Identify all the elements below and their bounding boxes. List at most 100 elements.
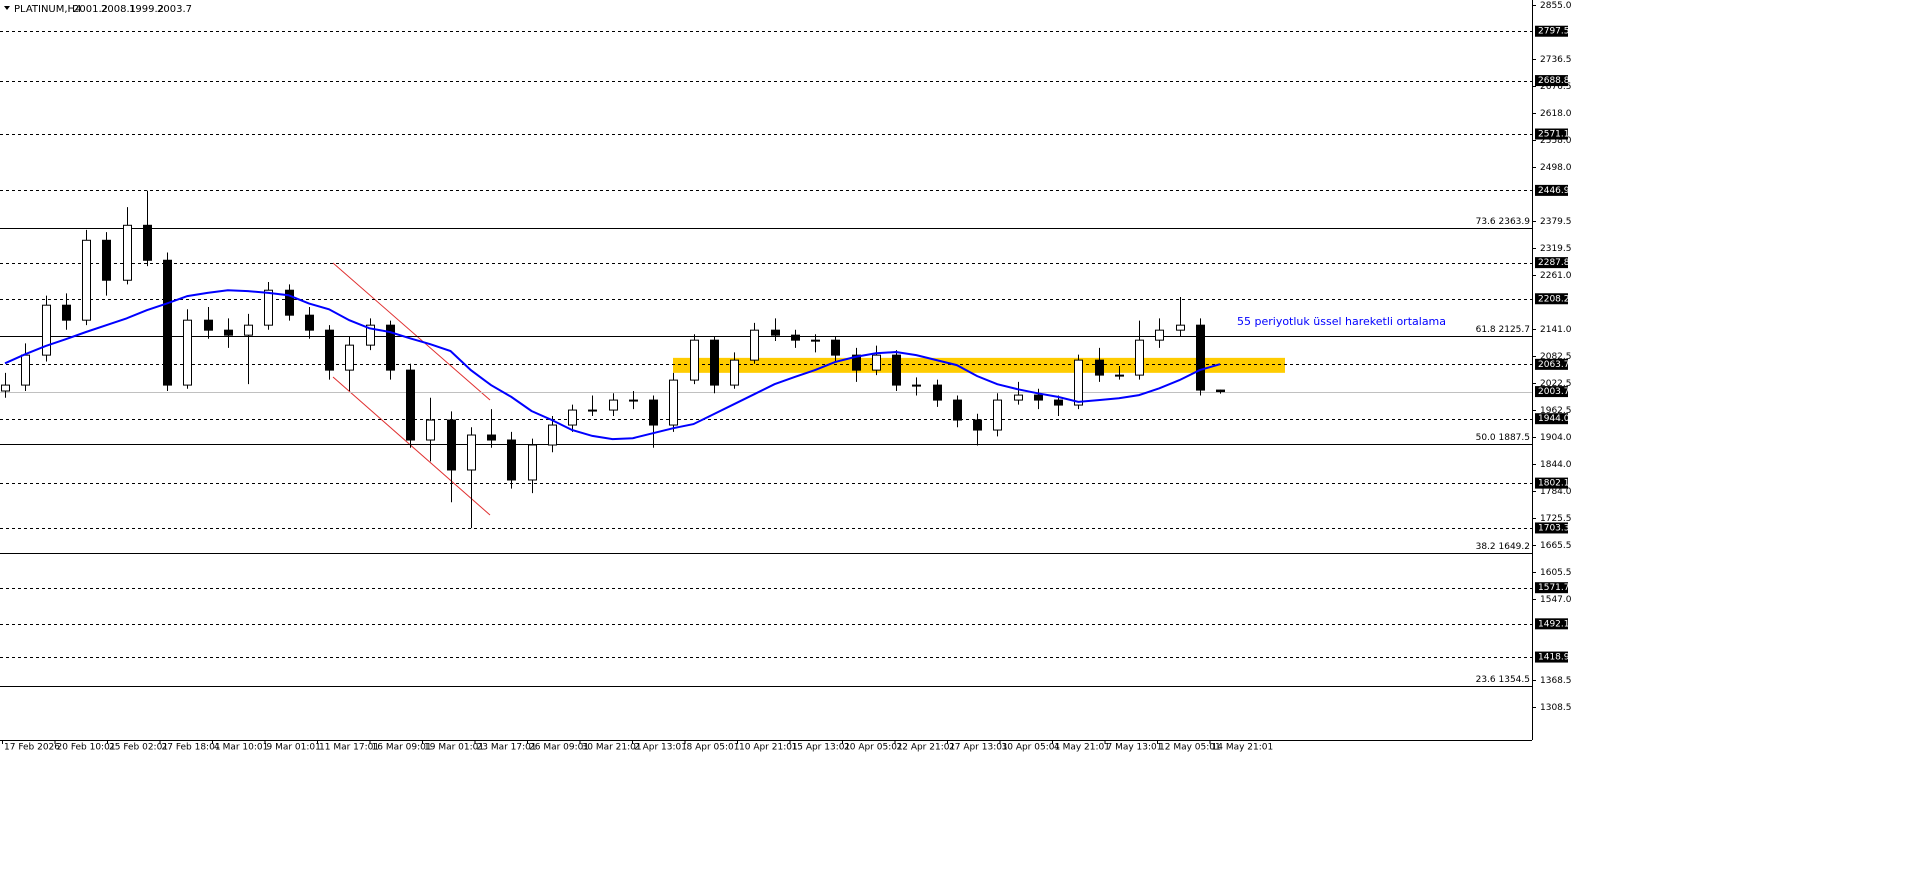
- level-label: 1703.3: [1538, 523, 1570, 533]
- candle-body: [62, 304, 71, 321]
- candle-body: [1095, 359, 1104, 376]
- level-box: [1535, 257, 1568, 269]
- level-label: 2688.8: [1538, 76, 1570, 86]
- candle-body: [629, 399, 638, 402]
- x-tick-label: 2 Apr 13:01: [634, 743, 687, 753]
- candle-body: [1115, 374, 1124, 377]
- x-tick-label: 20 Apr 05:01: [844, 743, 903, 753]
- x-tick-label: 27 Apr 13:01: [949, 743, 1008, 753]
- candle-body: [1216, 389, 1225, 393]
- x-tick-label: 12 May 05:01: [1159, 743, 1221, 753]
- level-label: 1492.1: [1538, 619, 1570, 629]
- candle-body: [1196, 324, 1205, 391]
- candle-body: [892, 354, 901, 386]
- x-tick-label: 17 Feb 2026: [4, 743, 60, 753]
- y-tick-label: 1547.0: [1540, 595, 1572, 605]
- x-tick-label: 30 Apr 05:01: [1002, 743, 1061, 753]
- y-tick-label: 2498.0: [1540, 163, 1572, 173]
- level-box: [1535, 582, 1568, 594]
- candle-body: [568, 409, 577, 426]
- level-box: [1535, 128, 1568, 140]
- level-label: 2287.8: [1538, 258, 1570, 268]
- fib-label: 61.8 2125.7: [1476, 325, 1530, 335]
- y-tick-label: 1368.5: [1540, 676, 1572, 686]
- fib-label: 23.6 1354.5: [1476, 675, 1530, 685]
- candle-body: [912, 384, 921, 387]
- candle-body: [244, 324, 253, 336]
- level-box: [1535, 651, 1568, 663]
- candle-body: [791, 334, 800, 341]
- y-tick-label: 1844.0: [1540, 460, 1572, 470]
- candle-body: [993, 399, 1002, 431]
- fib-label: 50.0 1887.5: [1476, 433, 1530, 443]
- candle-body: [305, 314, 314, 331]
- candle-body: [386, 324, 395, 371]
- x-tick-label: 15 Apr 13:01: [792, 743, 851, 753]
- y-tick-label: 2379.5: [1540, 217, 1572, 227]
- y-tick-label: 2676.5: [1540, 82, 1572, 92]
- candle-body: [548, 424, 557, 446]
- y-tick-label: 1665.5: [1540, 541, 1572, 551]
- candle-body: [163, 259, 172, 386]
- level-label: 2063.7: [1538, 360, 1570, 370]
- y-tick-label: 2261.0: [1540, 271, 1572, 281]
- chart-background: [0, 0, 1568, 755]
- candle-body: [1034, 394, 1043, 401]
- header-open: 2001.2: [73, 4, 108, 15]
- candle-body: [588, 409, 597, 412]
- level-box: [1535, 293, 1568, 305]
- level-label: 1418.9: [1538, 653, 1570, 663]
- candle-body: [1014, 394, 1023, 401]
- y-tick-label: 2558.0: [1540, 136, 1572, 146]
- y-tick-label: 1605.5: [1540, 568, 1572, 578]
- candle-body: [730, 359, 739, 386]
- candle-body: [507, 439, 516, 481]
- y-tick-label: 1904.0: [1540, 433, 1572, 443]
- candle-body: [872, 354, 881, 371]
- candle-body: [42, 304, 51, 356]
- candle-body: [690, 339, 699, 381]
- candle-body: [82, 239, 91, 321]
- x-tick-label: 27 Feb 18:01: [162, 743, 221, 753]
- fib-label: 73.6 2363.9: [1476, 217, 1531, 227]
- candle-body: [204, 319, 213, 331]
- header-arrow: [4, 6, 10, 10]
- header-close: 2003.7: [157, 4, 192, 15]
- x-tick-label: 20 Feb 10:01: [57, 743, 116, 753]
- level-box: [1535, 75, 1568, 87]
- x-tick-label: 14 May 21:01: [1212, 743, 1274, 753]
- x-tick-label: 25 Feb 02:01: [109, 743, 168, 753]
- level-box: [1535, 413, 1568, 425]
- y-tick-label: 1725.5: [1540, 514, 1572, 524]
- candle-body: [669, 379, 678, 426]
- candle-body: [1054, 399, 1063, 406]
- candle-body: [467, 434, 476, 471]
- support-zone: [673, 357, 1285, 373]
- x-tick-label: 4 May 21:01: [1054, 743, 1110, 753]
- x-tick-label: 19 Mar 01:01: [424, 743, 484, 753]
- level-label: 1802.1: [1538, 479, 1570, 489]
- level-label: 1571.7: [1538, 583, 1570, 593]
- candle-body: [1155, 329, 1164, 341]
- x-tick-label: 10 Apr 21:01: [739, 743, 798, 753]
- x-tick-label: 30 Mar 21:01: [582, 743, 642, 753]
- level-box: [1535, 618, 1568, 630]
- level-box: [1535, 184, 1568, 196]
- candle-body: [123, 224, 132, 281]
- candle-body: [1074, 359, 1083, 406]
- symbol: PLATINUM,H4: [14, 4, 81, 15]
- candle-body: [710, 339, 719, 386]
- candle-body: [1135, 339, 1144, 376]
- y-tick-label: 2022.5: [1540, 379, 1572, 389]
- candle-body: [264, 289, 273, 326]
- candle-body: [609, 399, 618, 411]
- y-tick-label: 1308.5: [1540, 703, 1572, 713]
- candle-body: [750, 329, 759, 361]
- candle-body: [21, 354, 30, 386]
- y-tick-label: 2736.5: [1540, 55, 1572, 65]
- level-box: [1535, 25, 1568, 37]
- x-tick-label: 23 Mar 17:01: [477, 743, 537, 753]
- candle-body: [487, 434, 496, 441]
